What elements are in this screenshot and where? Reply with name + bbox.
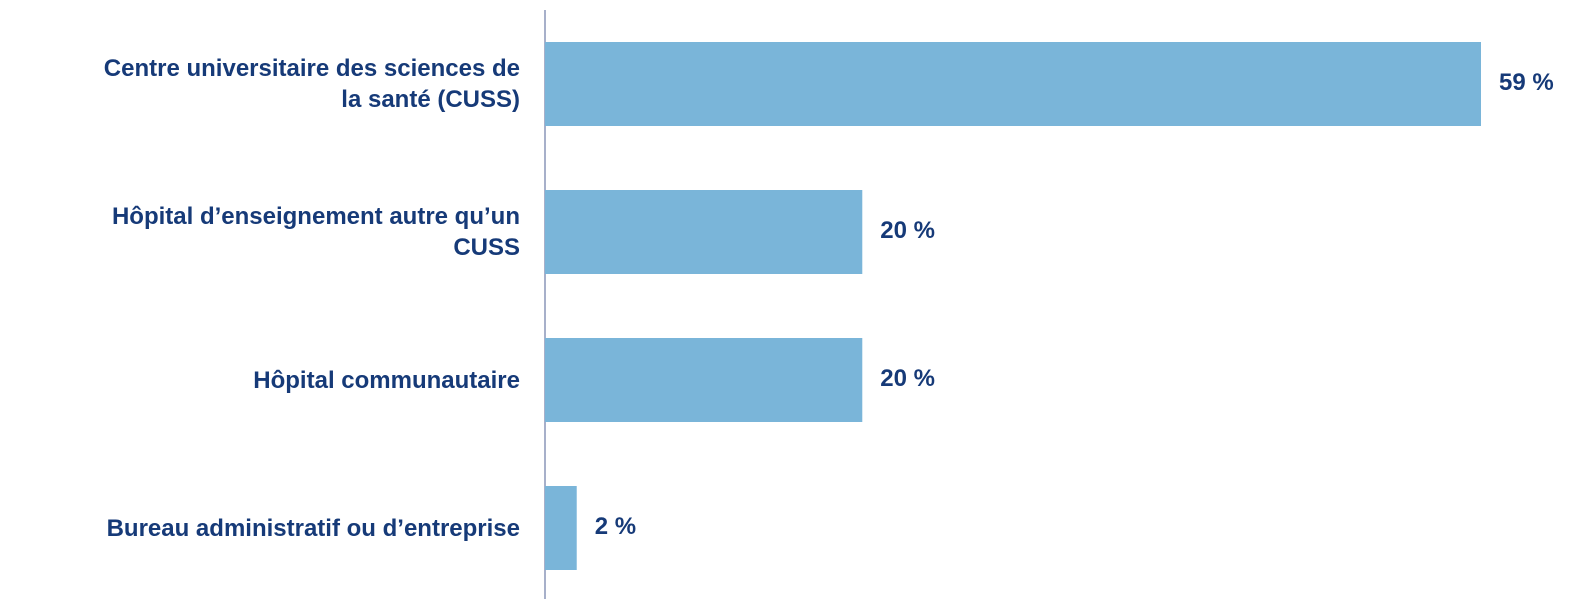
bar-3 <box>545 338 863 422</box>
value-label-3: 20 % <box>880 364 935 392</box>
category-label-4: Bureau administratif ou d’entreprise <box>0 513 520 544</box>
category-label-line: la santé (CUSS) <box>341 86 520 113</box>
category-label-line: Hôpital d’enseignement autre qu’un <box>111 203 520 230</box>
category-label-line: Hôpital communautaire <box>253 366 520 394</box>
value-label-4: 2 % <box>594 512 637 540</box>
category-label-1: Centre universitaire des sciences de la s… <box>0 53 520 115</box>
category-label-line: Centre universitaire des sciences de <box>103 55 520 82</box>
bars <box>545 42 1481 570</box>
category-label-line: CUSS <box>453 234 520 261</box>
bar-1 <box>545 42 1481 126</box>
value-label-2: 20 % <box>880 216 935 244</box>
value-label-1: 59 % <box>1499 68 1554 96</box>
category-label-2: Hôpital d’enseignement autre qu’un CUSS <box>0 201 520 263</box>
bar-2 <box>545 190 863 274</box>
category-label-3: Hôpital communautaire <box>0 365 520 396</box>
category-label-line: Bureau administratif ou d’entreprise <box>106 514 520 542</box>
bar-4 <box>545 486 577 570</box>
